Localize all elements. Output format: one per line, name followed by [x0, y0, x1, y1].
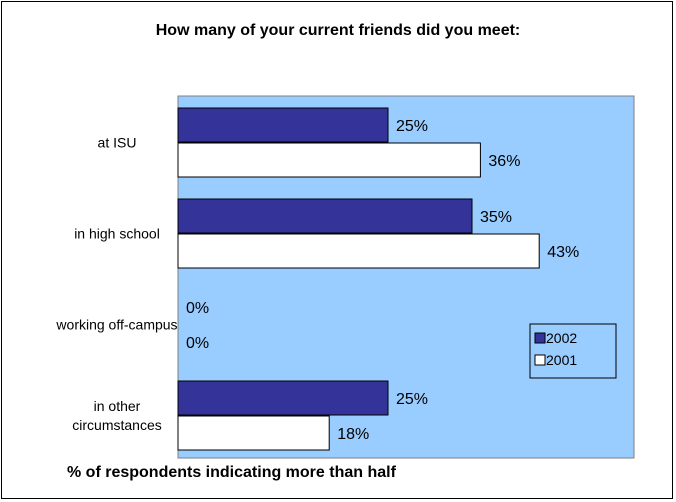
data-label: 0%: [186, 300, 209, 317]
x-axis-label: % of respondents indicating more than ha…: [67, 464, 396, 481]
bar-2002-0: [177, 107, 389, 143]
category-label: in other circumstances: [72, 398, 161, 433]
category-label: in high school: [74, 226, 160, 242]
legend: 2002 2001: [529, 323, 617, 379]
bar-2001-0: [177, 142, 481, 178]
category-label: at ISU: [98, 135, 137, 151]
data-label: 0%: [186, 335, 209, 352]
data-label: 18%: [337, 426, 369, 443]
category-label: working off-campus: [55, 317, 177, 333]
category-labels: at ISU in high school working off-campus in…: [55, 135, 177, 434]
legend-label-2002: 2002: [546, 330, 577, 346]
data-label: 43%: [547, 244, 579, 261]
bars-group: 25% 36% 35% 43% 0% 0% 25% 18%: [177, 107, 579, 451]
bar-2001-1: [177, 233, 540, 269]
data-label: 25%: [396, 118, 428, 135]
legend-swatch-2002: [534, 332, 546, 344]
data-label: 36%: [488, 153, 520, 170]
legend-swatch-2001: [534, 354, 546, 366]
legend-label-2001: 2001: [546, 352, 577, 368]
bar-2002-3: [177, 380, 389, 416]
data-label: 35%: [480, 209, 512, 226]
chart-title: How many of your current friends did you…: [155, 22, 521, 39]
data-label: 25%: [396, 391, 428, 408]
bar-2002-1: [177, 198, 473, 234]
bar-2001-3: [177, 415, 330, 451]
